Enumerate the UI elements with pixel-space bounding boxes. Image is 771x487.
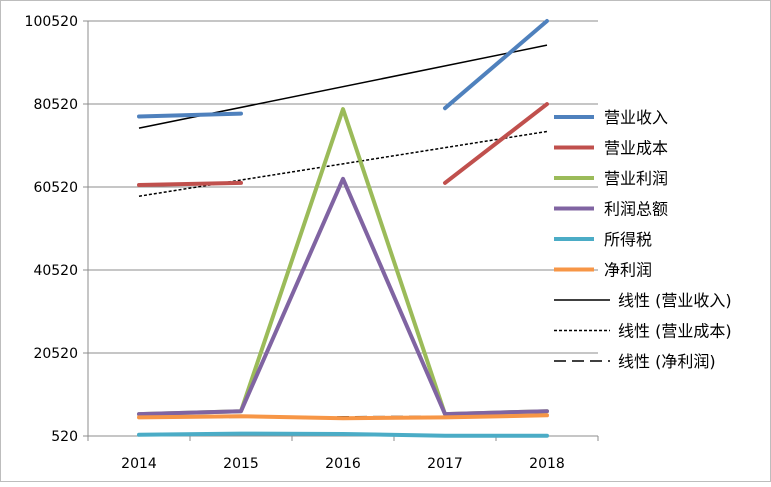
series-line bbox=[443, 19, 549, 111]
series-line bbox=[137, 107, 549, 417]
x-tick-label: 2018 bbox=[529, 456, 565, 472]
series-line bbox=[137, 431, 549, 438]
legend-label: 线性 (营业成本) bbox=[618, 322, 732, 341]
y-tick-label: 520 bbox=[51, 429, 78, 445]
series-line bbox=[137, 180, 243, 187]
x-tick-label: 2014 bbox=[121, 456, 157, 472]
y-tick-label: 80520 bbox=[33, 97, 78, 113]
legend-label: 线性 (净利润) bbox=[618, 352, 716, 371]
legend-label: 所得税 bbox=[604, 230, 652, 249]
series-line bbox=[137, 111, 243, 119]
legend-label: 营业成本 bbox=[604, 139, 668, 158]
series-line bbox=[137, 176, 549, 417]
legend-label: 营业利润 bbox=[604, 169, 668, 188]
y-tick-label: 60520 bbox=[33, 180, 78, 196]
series-line bbox=[443, 102, 549, 185]
y-tick-label: 20520 bbox=[33, 346, 78, 362]
x-tick-label: 2015 bbox=[223, 456, 259, 472]
y-tick-label: 40520 bbox=[33, 263, 78, 279]
series-line bbox=[137, 413, 549, 421]
legend-label: 营业收入 bbox=[604, 108, 668, 127]
legend-label: 利润总额 bbox=[604, 200, 668, 219]
x-tick-label: 2017 bbox=[427, 456, 463, 472]
legend-label: 净利润 bbox=[604, 261, 652, 280]
trendline bbox=[138, 130, 548, 197]
y-tick-label: 100520 bbox=[25, 14, 78, 30]
x-tick-label: 2016 bbox=[325, 456, 361, 472]
legend-label: 线性 (营业收入) bbox=[618, 291, 732, 310]
